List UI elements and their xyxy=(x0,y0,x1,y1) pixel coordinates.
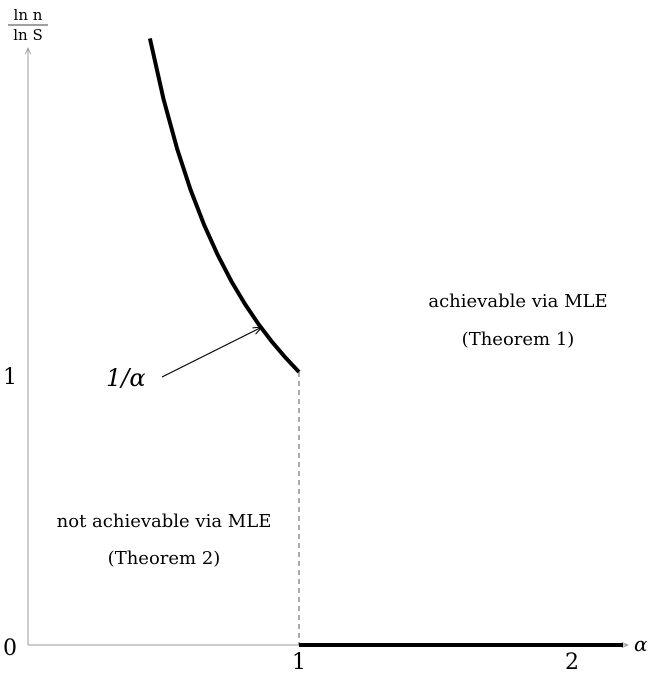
x-tick-label-2: 2 xyxy=(565,650,579,674)
achievable-region-label: achievable via MLE xyxy=(428,291,607,312)
curve-label: 1/α xyxy=(106,364,146,392)
achievable-region-theorem: (Theorem 1) xyxy=(462,329,575,350)
not-achievable-region-label: not achievable via MLE xyxy=(57,511,272,532)
y-tick-label-1: 1 xyxy=(3,365,17,390)
x-tick-label-1: 1 xyxy=(292,650,306,674)
y-axis-label-denominator: ln S xyxy=(13,26,43,44)
y-tick-label-0: 0 xyxy=(3,636,17,661)
x-axis-label: α xyxy=(634,632,648,656)
curve-label-arrow xyxy=(161,327,262,378)
y-axis-label-numerator: ln n xyxy=(14,6,43,24)
inverse-alpha-curve xyxy=(147,37,301,374)
not-achievable-region-theorem: (Theorem 2) xyxy=(108,548,221,569)
